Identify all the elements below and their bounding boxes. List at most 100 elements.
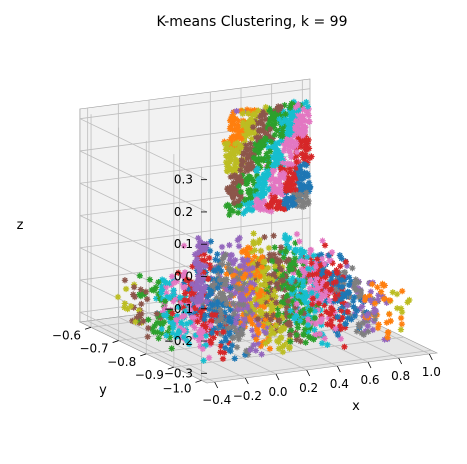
data-point (287, 293, 294, 301)
data-point (398, 287, 406, 295)
data-point (169, 295, 176, 303)
data-point (220, 328, 227, 336)
data-point (281, 166, 288, 174)
data-point (286, 312, 294, 320)
data-point (262, 340, 269, 347)
data-point (305, 179, 313, 186)
data-point (247, 274, 255, 282)
data-point (393, 290, 401, 298)
data-point (195, 301, 202, 309)
data-point (248, 135, 256, 142)
data-point (160, 277, 168, 284)
data-point (267, 108, 274, 116)
data-point (284, 339, 291, 346)
data-point (214, 251, 221, 258)
data-point (215, 317, 223, 324)
data-point (168, 273, 176, 280)
data-point (229, 113, 237, 121)
data-point (240, 151, 247, 158)
data-point (249, 201, 256, 208)
data-point (261, 123, 268, 131)
data-point (347, 278, 355, 285)
data-point (305, 112, 313, 119)
data-point (281, 200, 288, 208)
data-point (279, 133, 286, 140)
data-point (301, 144, 309, 151)
data-point (197, 276, 204, 284)
data-point (281, 117, 289, 124)
data-point (262, 130, 270, 138)
data-point (232, 319, 240, 327)
y-tick-label: −0.9 (135, 368, 164, 382)
data-point (238, 326, 245, 334)
data-point (257, 133, 264, 141)
data-point (255, 239, 262, 247)
data-point (137, 286, 145, 293)
data-point (158, 290, 165, 297)
data-point (206, 254, 213, 262)
data-point (307, 246, 314, 254)
data-point (308, 289, 316, 297)
data-point (241, 280, 248, 287)
data-point (285, 130, 292, 137)
data-point (301, 306, 308, 313)
data-point (290, 277, 298, 285)
data-point (262, 116, 270, 123)
data-point (359, 303, 366, 310)
data-point (305, 136, 312, 144)
data-point (236, 262, 244, 270)
data-point (311, 308, 319, 315)
data-point (227, 252, 234, 259)
data-point (283, 135, 290, 142)
data-point (240, 210, 247, 217)
data-point (207, 318, 215, 325)
data-point (241, 263, 248, 270)
data-point (208, 311, 216, 319)
data-point (325, 314, 332, 322)
data-point (328, 275, 335, 283)
data-point (269, 286, 276, 294)
data-point (232, 156, 239, 164)
data-point (255, 262, 262, 270)
data-point (380, 295, 388, 303)
data-point (194, 285, 201, 293)
data-point (254, 159, 261, 166)
data-point (273, 157, 280, 165)
data-point (175, 303, 182, 311)
data-point (306, 184, 314, 192)
data-point (290, 315, 298, 322)
data-point (249, 192, 257, 199)
data-point (248, 149, 256, 157)
data-point (199, 328, 207, 335)
data-point (249, 177, 257, 184)
data-point (282, 110, 289, 118)
data-point (257, 164, 264, 171)
data-point (264, 207, 272, 214)
data-point (351, 312, 359, 320)
data-point (332, 278, 340, 286)
data-point (230, 277, 238, 285)
data-point (317, 283, 324, 290)
data-point (207, 290, 215, 297)
data-point (233, 344, 241, 351)
data-point (221, 326, 228, 333)
data-point (300, 203, 308, 210)
data-point (297, 338, 304, 345)
data-point (287, 197, 294, 204)
data-point (185, 285, 192, 293)
data-point (292, 329, 299, 337)
data-point (241, 267, 248, 275)
data-point (176, 328, 183, 336)
data-point (297, 143, 305, 151)
data-point (258, 263, 266, 271)
data-point (114, 293, 122, 301)
data-point (275, 153, 283, 160)
data-point (161, 305, 168, 312)
data-point (344, 308, 351, 316)
data-point (195, 234, 202, 242)
data-point (249, 320, 256, 328)
data-point (298, 115, 306, 123)
data-point (300, 331, 308, 339)
data-point (314, 252, 322, 260)
data-point (241, 290, 249, 298)
